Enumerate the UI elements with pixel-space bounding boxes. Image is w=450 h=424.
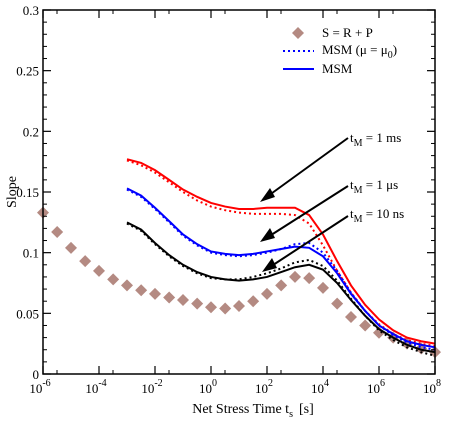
s-r-p-diamond-point <box>107 273 120 286</box>
annotation-1ms-arrow-head <box>260 188 275 202</box>
annotation-1ms-label: tM = 1 ms <box>350 130 401 149</box>
x-tick-label: 10-6 <box>29 378 50 396</box>
x-tick-label: 108 <box>423 378 441 396</box>
annotation-10ns-label: tM = 10 ns <box>350 206 404 225</box>
s-r-p-diamond-point <box>359 319 372 332</box>
s-r-p-diamond-point <box>345 310 357 323</box>
annotation-1us: tM = 1 μs <box>260 177 398 242</box>
s-r-p-diamond-point <box>275 279 288 292</box>
s-r-p-diamond-point <box>191 297 204 310</box>
s-r-p-diamond-point <box>317 281 329 294</box>
s-r-p-diamond-point <box>289 270 301 283</box>
annotation-layer: tM = 1 ms tM = 1 μs tM = 10 ns <box>260 130 404 272</box>
annotation-10ns-arrow-head <box>262 258 277 272</box>
x-axis-label: Net Stress Time ts [s] <box>192 402 314 419</box>
y-tick-label: 0.25 <box>16 64 39 79</box>
annotation-10ns-arrow-line <box>269 215 349 268</box>
s-r-p-diamond-point <box>261 287 273 300</box>
annotation-1us-arrow-head <box>260 228 275 242</box>
s-r-p-diamond-point <box>51 226 64 239</box>
tm-10-ns-dotted-line <box>126 222 436 357</box>
legend-label-msm: MSM <box>322 61 353 76</box>
y-tick-label: 0.05 <box>16 306 39 321</box>
y-tick-label: 0.3 <box>23 3 39 18</box>
annotation-1ms: tM = 1 ms <box>260 130 401 202</box>
axes-layer: 0 0.05 0.1 0.15 0.2 0.25 0.3 10-6 10-4 10-2 100 102… <box>16 3 441 396</box>
annotation-1ms-arrow-line <box>267 137 349 197</box>
s-r-p-diamond-point <box>93 264 105 277</box>
s-r-p-diamond-point <box>135 284 148 297</box>
s-r-p-diamond-point <box>65 241 77 254</box>
y-tick-label: 0.15 <box>16 185 39 200</box>
x-tick-label: 102 <box>255 378 273 396</box>
legend-diamond-marker <box>292 27 304 39</box>
x-tick-label: 10-2 <box>141 378 162 396</box>
series-layer <box>37 158 441 359</box>
s-r-p-diamond-point <box>121 279 133 292</box>
tm-1-ms-solid-line <box>126 158 436 345</box>
legend: S = R + P MSM (μ = μ0) MSM <box>273 14 433 78</box>
y-tick-label: 0 <box>33 367 40 382</box>
x-tick-label: 104 <box>311 378 329 396</box>
legend-box <box>273 14 433 78</box>
y-axis-label: Slope <box>5 176 20 208</box>
y-tick-label: 0.2 <box>23 124 39 139</box>
y-tick-label: 0.1 <box>23 246 39 261</box>
tm-10-ns-solid-line <box>126 221 436 354</box>
s-r-p-diamond-point <box>303 272 316 285</box>
x-tick-label: 106 <box>367 378 385 396</box>
s-r-p-diamond-point <box>79 255 92 268</box>
x-tick-label: 100 <box>199 378 217 396</box>
s-r-p-diamond-point <box>219 302 232 315</box>
s-r-p-diamond-point <box>247 295 260 308</box>
legend-label-s-r-p: S = R + P <box>322 25 373 40</box>
tm-1-s-dotted-line <box>126 188 436 351</box>
annotation-1us-arrow-line <box>267 185 349 238</box>
s-r-p-diamond-point <box>331 297 344 310</box>
s-r-p-diamond-point <box>205 301 217 314</box>
annotation-1us-label: tM = 1 μs <box>350 177 398 196</box>
s-r-p-diamond-point <box>149 287 161 300</box>
s-r-p-diamond-point <box>177 293 189 306</box>
legend-label-msm-mu0: MSM (μ = μ0) <box>322 42 397 61</box>
s-r-p-diamond-point <box>163 291 176 304</box>
s-r-p-diamond-point <box>233 300 245 313</box>
x-tick-label: 10-4 <box>85 378 106 396</box>
annotation-10ns: tM = 10 ns <box>262 206 404 272</box>
